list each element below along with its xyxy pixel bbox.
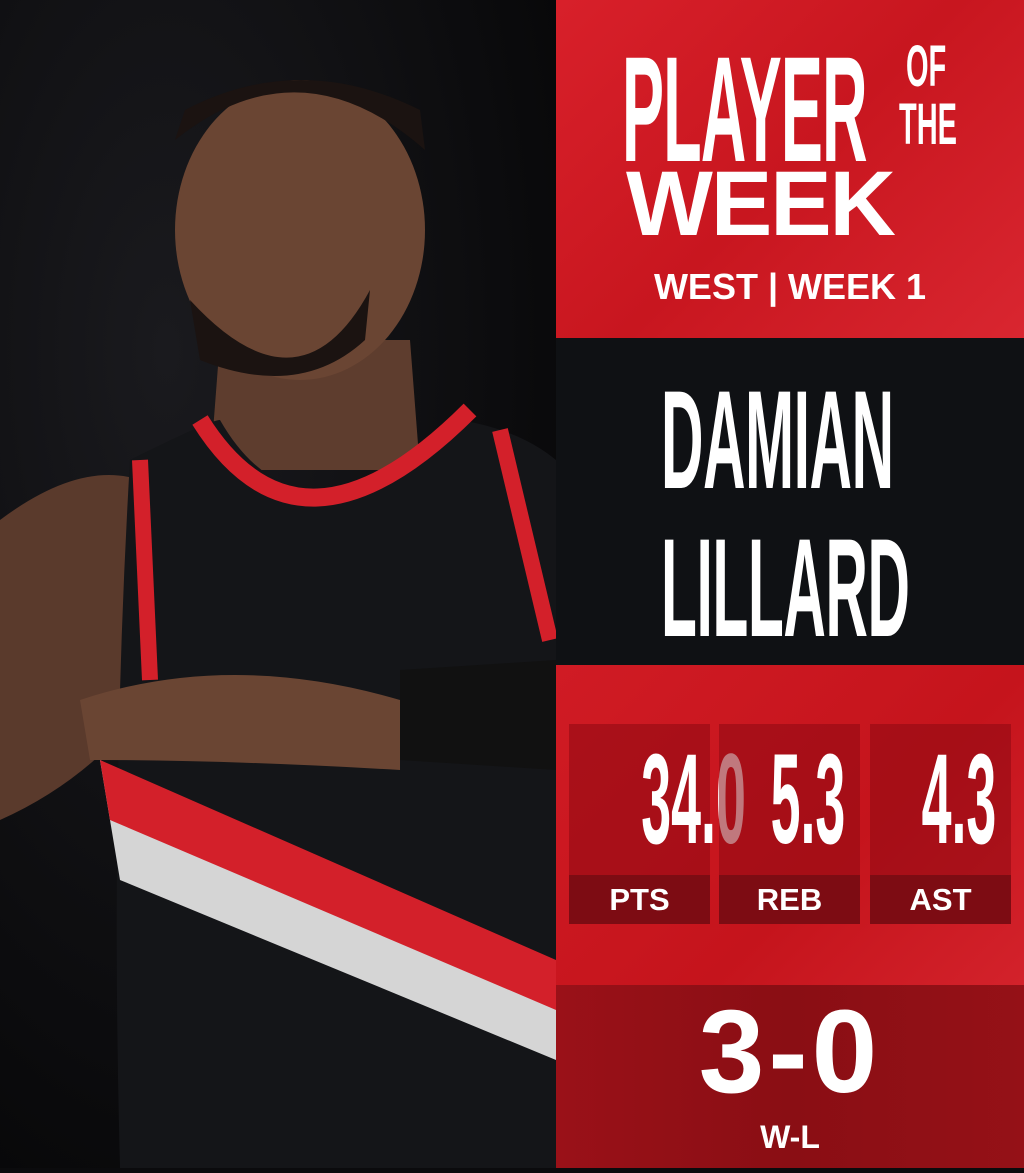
win-loss-record: 3-0	[698, 986, 882, 1118]
stat-box-reb: 5.3 REB	[719, 724, 860, 924]
stat-label: REB	[719, 875, 860, 924]
title-player: PLAYER	[622, 25, 868, 193]
stats-section: 34.0 PTS 5.3 REB 4.3 AST	[556, 665, 1024, 985]
stat-value: 5.3	[770, 728, 846, 871]
player-last-name: LILLARD	[661, 509, 910, 665]
stat-value: 4.3	[921, 728, 997, 871]
title-week: WEEK	[626, 153, 896, 255]
player-first-name: DAMIAN	[661, 361, 894, 518]
stat-box-ast: 4.3 AST	[870, 724, 1011, 924]
stat-label: AST	[870, 875, 1011, 924]
title-of: OF	[906, 34, 947, 99]
info-panel: PLAYER OF THE WEEK WEST | WEEK 1 DAMIAN …	[556, 0, 1024, 1168]
title-section: PLAYER OF THE WEEK WEST | WEEK 1	[556, 0, 1024, 338]
conference-week-subtitle: WEST | WEEK 1	[653, 266, 927, 307]
title-the: THE	[899, 92, 957, 157]
record-section: 3-0 W-L	[556, 985, 1024, 1168]
stat-label: PTS	[569, 875, 710, 924]
player-photo	[0, 0, 558, 1168]
stat-box-pts: 34.0 PTS	[569, 724, 746, 924]
win-loss-label: W-L	[760, 1119, 820, 1155]
player-name-section: DAMIAN LILLARD	[556, 338, 1024, 665]
